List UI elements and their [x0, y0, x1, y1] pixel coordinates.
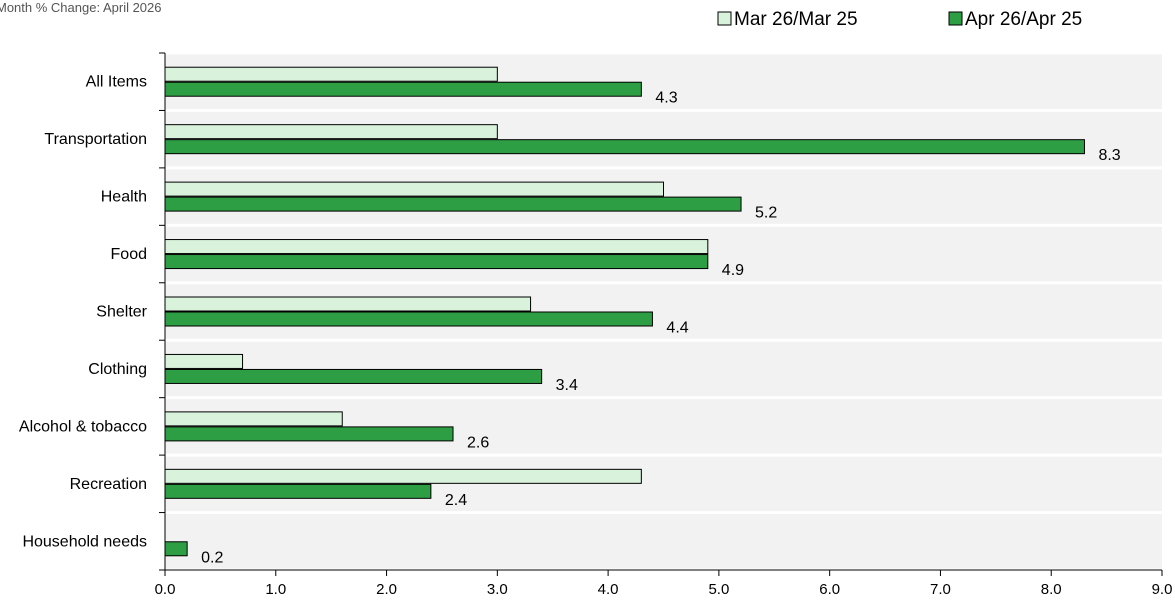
category-label: Transportation: [44, 131, 147, 148]
bar-apr-8: [164, 541, 188, 557]
data-label: 4.3: [655, 90, 677, 107]
legend: Mar 26/Mar 25 Apr 26/Apr 25: [717, 9, 1082, 30]
data-label: 0.2: [201, 549, 223, 566]
bar-mar-3: [164, 239, 709, 255]
x-tick-label: 5.0: [708, 581, 729, 598]
x-tick-label: 6.0: [819, 581, 840, 598]
bar-apr-3: [164, 254, 709, 270]
bar-mar-5: [164, 353, 244, 369]
data-label: 2.6: [467, 434, 489, 451]
category-label: Household needs: [22, 533, 147, 550]
data-label: 4.9: [722, 262, 744, 279]
bar-apr-1: [164, 139, 1085, 155]
legend-swatch-series-2: [948, 11, 963, 26]
bar-apr-7: [164, 483, 432, 499]
bar-mar-6: [164, 411, 343, 427]
bar-apr-5: [164, 368, 543, 384]
labels-layer: All Items 4.3 Transportation 8.3 Health 5.2 Fo…: [19, 74, 1173, 598]
bar-apr-2: [164, 196, 742, 212]
bar-mar-4: [164, 296, 532, 312]
category-label: Clothing: [88, 361, 147, 378]
x-tick-label: 2.0: [376, 581, 397, 598]
legend-label-series-2: Apr 26/Apr 25: [965, 9, 1082, 30]
category-label: All Items: [86, 74, 147, 91]
legend-swatch-series-1: [717, 11, 732, 26]
category-label: Health: [101, 189, 147, 206]
data-label: 3.4: [556, 377, 578, 394]
legend-label-series-1: Mar 26/Mar 25: [734, 9, 858, 30]
data-label: 4.4: [666, 320, 688, 337]
x-tick-label: 1.0: [265, 581, 286, 598]
bar-mar-2: [164, 181, 664, 197]
bar-apr-6: [164, 426, 454, 442]
bar-mar-0: [164, 66, 498, 82]
x-tick-label: 3.0: [487, 581, 508, 598]
category-label: Recreation: [70, 476, 147, 493]
x-tick-label: 9.0: [1152, 581, 1173, 598]
data-label: 5.2: [755, 205, 777, 222]
x-tick-label: 4.0: [598, 581, 619, 598]
category-label: Alcohol & tobacco: [19, 418, 147, 435]
bar-mar-1: [164, 124, 498, 140]
category-band: [165, 514, 1162, 569]
axes: [159, 52, 1163, 576]
x-tick-label: 7.0: [930, 581, 951, 598]
x-tick-label: 0.0: [155, 581, 176, 598]
data-label: 8.3: [1098, 147, 1120, 164]
bar-apr-4: [164, 311, 653, 327]
bar-mar-7: [164, 468, 642, 484]
bar-apr-0: [164, 81, 642, 97]
category-label: Food: [111, 246, 147, 263]
x-tick-label: 8.0: [1041, 581, 1062, 598]
category-label: Shelter: [96, 304, 147, 321]
data-label: 2.4: [445, 492, 467, 509]
chart-subtitle: Month % Change: April 2026: [0, 0, 162, 15]
